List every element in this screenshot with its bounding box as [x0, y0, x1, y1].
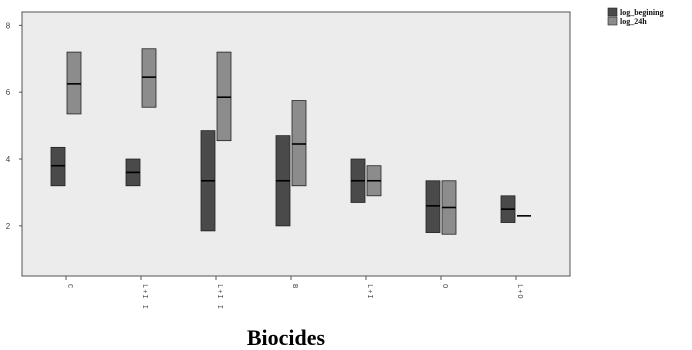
x-axis-title: Biocides [247, 325, 326, 350]
x-tick-label: C [65, 284, 73, 289]
log_24h-box [216, 51, 232, 142]
y-tick-label: 8 [6, 21, 11, 30]
y-tick-label: 6 [6, 88, 11, 97]
x-tick-label: B [290, 284, 298, 289]
x-tick-label: L+I [365, 284, 373, 300]
log_24h-box [66, 51, 82, 115]
legend-swatch-log_24h [607, 16, 618, 26]
x-tick-label: L+I I [140, 284, 148, 310]
x-tick-label: L+I I [215, 284, 223, 310]
log_begining-box [425, 180, 441, 233]
y-axis: 2 4 6 8 [6, 21, 22, 231]
box-series [50, 48, 531, 235]
log_begining-box [50, 146, 66, 187]
legend-label-log_begining: log_begining [620, 8, 664, 17]
x-tick-label: O [440, 284, 448, 289]
log_24h-box [141, 48, 157, 108]
x-tick-label: L+O [515, 284, 523, 300]
y-tick-label: 4 [6, 155, 11, 164]
x-axis: C L+I I L+I I B L+I O L+O [65, 276, 523, 310]
legend-swatch-log_begining [607, 7, 618, 17]
y-tick-label: 2 [6, 222, 11, 231]
legend-label-log_24h: log_24h [620, 17, 647, 26]
log_24h-box [291, 100, 307, 187]
